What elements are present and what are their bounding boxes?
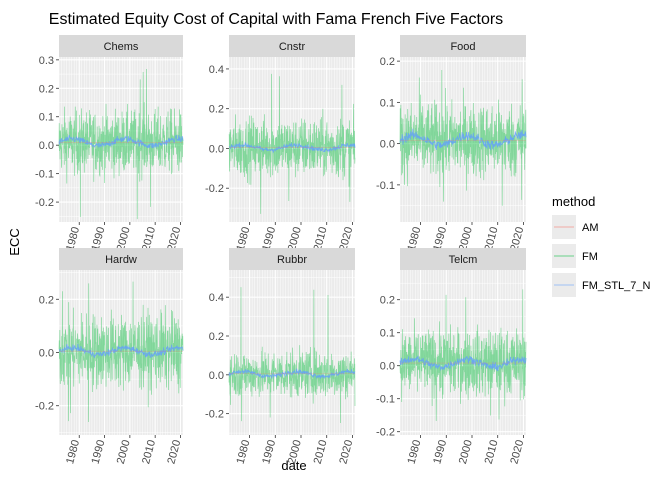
y-tick-label: 0.4 bbox=[209, 64, 224, 76]
y-tick-label: 0.1 bbox=[380, 97, 395, 109]
strip-background bbox=[59, 35, 183, 57]
y-axis-title: ECC bbox=[7, 228, 22, 255]
legend-label: AM bbox=[582, 222, 599, 234]
series-line-fm bbox=[58, 281, 184, 423]
series-line-fm bbox=[228, 73, 356, 214]
legend-label: FM_STL_7_N bbox=[582, 280, 651, 292]
strip-background bbox=[229, 35, 355, 57]
x-tick-label: 2020 bbox=[337, 439, 355, 466]
y-tick-label: 0.2 bbox=[39, 83, 54, 95]
y-tick-label: 0.0 bbox=[380, 139, 395, 151]
y-tick-label: -0.2 bbox=[205, 183, 224, 195]
y-tick-label: 0.2 bbox=[380, 295, 395, 307]
series-line-fm-stl-7-n bbox=[58, 134, 184, 149]
x-tick-label: 2000 bbox=[115, 439, 133, 466]
facet-panels: Chems -0.2 -0.1 0.0 0.1 0.2 0.3 1980 1990 2000 201… bbox=[35, 35, 527, 466]
strip-label: Cnstr bbox=[279, 41, 306, 53]
legend-label: FM bbox=[582, 251, 598, 263]
x-tick-label: 1990 bbox=[431, 439, 449, 466]
series-line-fm bbox=[399, 289, 527, 422]
series-line-fm bbox=[399, 70, 527, 206]
strip-background bbox=[229, 248, 355, 270]
chart-title: Estimated Equity Cost of Capital with Fa… bbox=[49, 11, 503, 28]
legend-item: AM bbox=[552, 215, 599, 239]
x-tick-label: 2010 bbox=[312, 439, 330, 466]
series-line-fm-stl-7-n bbox=[58, 343, 184, 359]
y-tick-label: 0.2 bbox=[39, 294, 54, 306]
legend-item: FM_STL_7_N bbox=[552, 273, 651, 297]
x-tick-label: 2020 bbox=[508, 439, 526, 466]
y-tick-label: 0.0 bbox=[380, 361, 395, 373]
y-tick-label: -0.2 bbox=[35, 197, 54, 209]
y-tick-label: -0.1 bbox=[376, 180, 395, 192]
y-tick-label: 0.4 bbox=[209, 292, 224, 304]
x-tick-label: 2020 bbox=[165, 439, 183, 466]
series-line-fm bbox=[58, 68, 184, 220]
y-tick-label: -0.2 bbox=[35, 401, 54, 413]
x-tick-label: 1980 bbox=[406, 439, 424, 466]
facet-panel-hardw: Hardw -0.2 0.0 0.2 1980 1990 2000 2010 2020 bbox=[35, 248, 184, 466]
y-tick-label: 0.2 bbox=[209, 331, 224, 343]
legend-title: method bbox=[552, 194, 595, 209]
y-tick-label: 0.0 bbox=[39, 348, 54, 360]
y-tick-label: 0.2 bbox=[380, 56, 395, 68]
strip-background bbox=[400, 35, 526, 57]
series-line-fm-stl-7-n bbox=[228, 142, 356, 154]
y-tick-label: -0.1 bbox=[35, 169, 54, 181]
y-tick-label: 0.0 bbox=[39, 140, 54, 152]
strip-label: Food bbox=[450, 41, 475, 53]
series-line-fm bbox=[228, 287, 356, 424]
y-tick-label: 0.1 bbox=[380, 328, 395, 340]
legend-item: FM bbox=[552, 244, 598, 268]
x-tick-label: 2010 bbox=[483, 439, 501, 466]
x-tick-label: 1980 bbox=[64, 439, 82, 466]
strip-background bbox=[59, 248, 183, 270]
strip-label: Rubbr bbox=[277, 254, 307, 266]
x-axis-title: date bbox=[281, 458, 306, 473]
series-line-fm-stl-7-n bbox=[399, 355, 527, 372]
y-tick-label: 0.2 bbox=[209, 104, 224, 116]
y-tick-label: -0.1 bbox=[376, 394, 395, 406]
strip-label: Chems bbox=[104, 41, 139, 53]
x-tick-label: 1980 bbox=[235, 439, 253, 466]
x-tick-label: 1990 bbox=[260, 439, 278, 466]
x-tick-label: 2010 bbox=[140, 439, 158, 466]
y-tick-label: -0.2 bbox=[376, 427, 395, 439]
y-tick-label: 0.0 bbox=[209, 370, 224, 382]
panel-background bbox=[229, 270, 355, 435]
strip-label: Telcm bbox=[449, 254, 478, 266]
strip-background bbox=[400, 248, 526, 270]
y-tick-label: 0.3 bbox=[39, 55, 54, 67]
x-tick-label: 1990 bbox=[90, 439, 108, 466]
y-tick-label: -0.2 bbox=[205, 409, 224, 421]
strip-label: Hardw bbox=[105, 254, 137, 266]
y-tick-label: 0.1 bbox=[39, 112, 54, 124]
series-line-fm-stl-7-n bbox=[228, 368, 356, 380]
legend: method AM FM FM_STL_7_N bbox=[552, 194, 651, 297]
facet-panel-telcm: Telcm -0.2 -0.1 0.0 0.1 0.2 1980 1990 2000 2010 20… bbox=[376, 248, 527, 466]
y-tick-label: 0.0 bbox=[209, 143, 224, 155]
series-line-fm-stl-7-n bbox=[399, 128, 527, 151]
x-tick-label: 2000 bbox=[457, 439, 475, 466]
